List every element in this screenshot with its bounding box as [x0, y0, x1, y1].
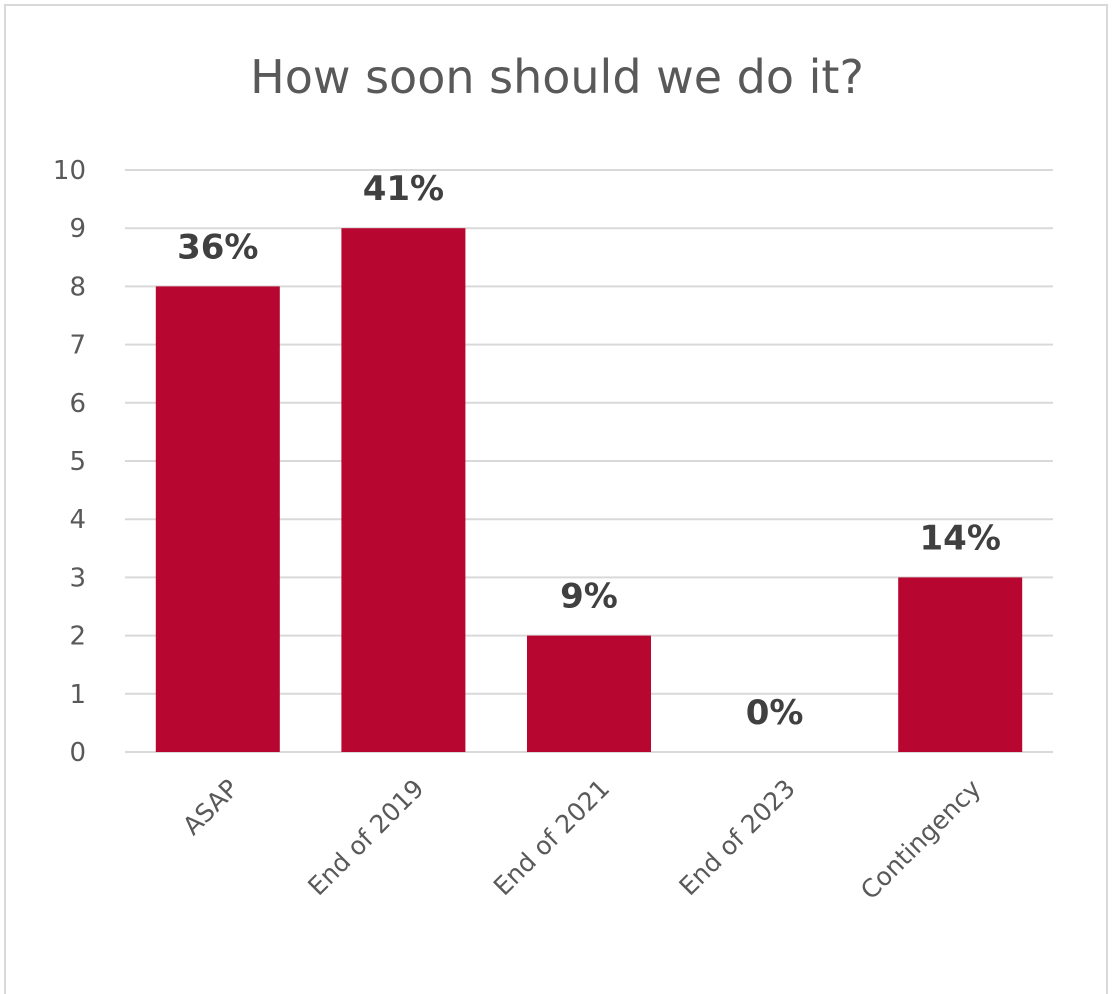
bar — [527, 635, 651, 752]
y-tick-label: 9 — [69, 214, 86, 244]
x-tick-label: End of 2019 — [302, 774, 429, 901]
x-tick-label: End of 2023 — [673, 774, 800, 901]
x-tick-label: Contingency — [855, 774, 987, 906]
bar — [898, 577, 1023, 752]
y-tick-label: 4 — [69, 505, 86, 535]
x-tick-label: End of 2021 — [488, 774, 615, 901]
chart-title: How soon should we do it? — [250, 50, 864, 104]
y-tick-label: 5 — [69, 447, 86, 477]
y-tick-label: 1 — [69, 680, 86, 710]
x-tick-label: ASAP — [177, 774, 244, 841]
bar — [155, 286, 280, 752]
y-tick-label: 6 — [69, 389, 86, 419]
bar — [341, 228, 466, 752]
y-tick-label: 3 — [69, 563, 86, 593]
y-tick-label: 0 — [69, 738, 86, 768]
data-label: 14% — [920, 518, 1001, 558]
y-tick-label: 2 — [69, 622, 86, 652]
y-tick-label: 8 — [69, 272, 86, 302]
data-label: 36% — [177, 227, 258, 267]
y-tick-label: 10 — [53, 156, 86, 186]
data-label: 0% — [746, 693, 804, 733]
y-tick-label: 7 — [69, 331, 86, 361]
data-label: 41% — [363, 169, 444, 209]
data-label: 9% — [560, 577, 618, 617]
